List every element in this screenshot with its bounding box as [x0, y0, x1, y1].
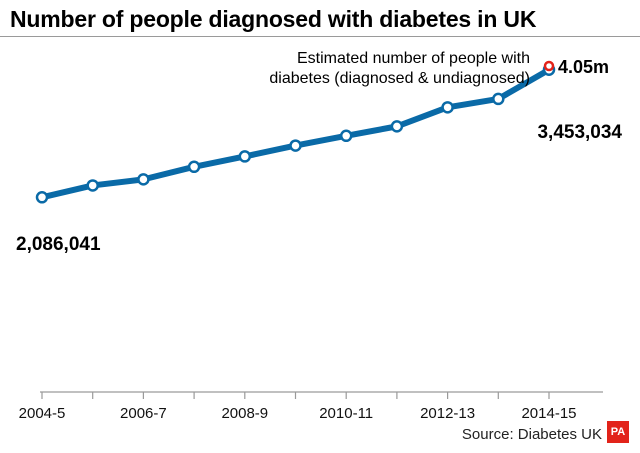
data-point-2010-11: [339, 129, 353, 143]
series-line: [39, 66, 552, 201]
x-tick-label: 2008-9: [221, 405, 268, 422]
data-point-2012-13: [441, 101, 454, 114]
x-tick-label: 2010-11: [319, 405, 373, 422]
x-tick-label: 2004-5: [19, 405, 66, 422]
x-tick-label: 2006-7: [120, 405, 167, 422]
last-value-label: 3,453,034: [537, 122, 622, 143]
estimate-text-line2: diabetes (diagnosed & undiagnosed): [269, 70, 530, 87]
data-point-2005-6: [86, 179, 99, 192]
x-tick-label: 2014-15: [521, 405, 576, 422]
estimate-marker: [543, 60, 555, 72]
x-tick-label: 2012-13: [420, 405, 475, 422]
series-line-layer: [39, 66, 552, 201]
estimate-value-label: 4.05m: [558, 57, 609, 77]
data-points: [35, 60, 556, 204]
data-point-2011-12: [390, 120, 404, 133]
first-value-label: 2,086,041: [16, 234, 101, 255]
source-note: Source: Diabetes UK: [461, 426, 602, 443]
chart-title: Number of people diagnosed with diabetes…: [10, 6, 537, 32]
pa-logo: PA: [607, 421, 629, 443]
data-point-2004-5: [35, 191, 49, 204]
data-point-2006-7: [137, 173, 150, 186]
data-point-2013-14: [492, 92, 505, 106]
x-axis: 2004-5 2006-7 2008-9 2010-11 2012-13 2014-15: [19, 391, 603, 422]
chart-annotations: 2,086,041 3,453,034 Estimated number of …: [16, 50, 622, 255]
title-divider: [0, 36, 640, 37]
data-point-2009-10: [289, 139, 302, 152]
data-point-2007-8: [187, 160, 201, 174]
data-point-2008-9: [238, 150, 252, 163]
estimate-text-line1: Estimated number of people with: [297, 50, 530, 67]
